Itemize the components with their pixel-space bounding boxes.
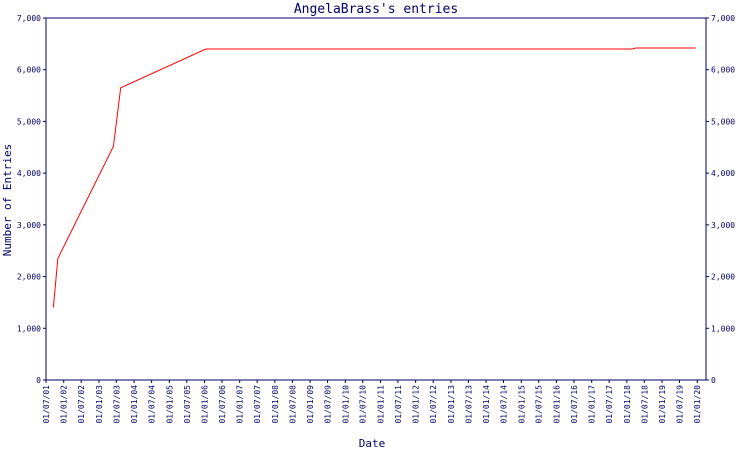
x-tick-label: 01/01/13 <box>447 385 456 424</box>
y2-tick-label: 3,000 <box>711 221 735 230</box>
y-tick-label: 4,000 <box>17 169 41 178</box>
y-tick-label: 5,000 <box>17 117 41 126</box>
x-tick-label: 01/01/15 <box>517 385 526 424</box>
y-axis-label: Number of Entries <box>1 144 14 257</box>
y-tick-label: 0 <box>36 376 41 385</box>
data-line <box>52 47 696 308</box>
x-axis-label: Date <box>359 437 386 450</box>
y-tick-label: 1,000 <box>17 324 41 333</box>
y-tick-label: 6,000 <box>17 66 41 75</box>
x-tick-label: 01/01/18 <box>623 385 632 424</box>
x-tick-label: 01/01/17 <box>588 385 597 424</box>
x-tick-label: 01/07/08 <box>288 385 297 424</box>
x-tick-label: 01/01/09 <box>306 385 315 424</box>
chart-title: AngelaBrass's entries <box>294 2 458 17</box>
y2-tick-label: 0 <box>711 376 716 385</box>
x-tick-label: 01/07/05 <box>183 385 192 424</box>
plot-frame <box>45 17 707 381</box>
x-tick-label: 01/01/11 <box>376 385 385 424</box>
x-tick-label: 01/01/16 <box>552 385 561 424</box>
x-tick-label: 01/01/05 <box>165 385 174 424</box>
x-tick-label: 01/01/06 <box>201 385 210 424</box>
x-tick-label: 01/01/04 <box>130 385 139 424</box>
x-tick-label: 01/01/08 <box>271 385 280 424</box>
x-tick-label: 01/01/07 <box>236 385 245 424</box>
x-tick-label: 01/01/02 <box>60 385 69 424</box>
x-tick-label: 01/07/04 <box>148 385 157 424</box>
x-tick-label: 01/07/01 <box>42 385 51 424</box>
x-tick-label: 01/07/02 <box>77 385 86 424</box>
x-tick-label: 01/07/14 <box>500 385 509 424</box>
x-tick-label: 01/07/11 <box>394 385 403 424</box>
y-tick-label: 7,000 <box>17 14 41 23</box>
y2-tick-label: 7,000 <box>711 14 735 23</box>
x-tick-label: 01/01/03 <box>95 385 104 424</box>
x-tick-label: 01/07/17 <box>605 385 614 424</box>
y2-tick-label: 5,000 <box>711 117 735 126</box>
y2-tick-label: 6,000 <box>711 66 735 75</box>
x-tick-label: 01/07/18 <box>640 385 649 424</box>
x-tick-label: 01/01/20 <box>693 385 702 424</box>
x-tick-label: 01/07/06 <box>218 385 227 424</box>
x-tick-label: 01/07/03 <box>112 385 121 424</box>
x-tick-label: 01/07/12 <box>429 385 438 424</box>
x-tick-label: 01/07/07 <box>253 385 262 424</box>
y-tick-label: 2,000 <box>17 273 41 282</box>
y2-tick-label: 4,000 <box>711 169 735 178</box>
y2-tick-label: 1,000 <box>711 324 735 333</box>
x-tick-label: 01/07/09 <box>324 385 333 424</box>
x-tick-label: 01/01/10 <box>341 385 350 424</box>
y2-tick-label: 2,000 <box>711 273 735 282</box>
x-tick-label: 01/01/12 <box>412 385 421 424</box>
x-tick-label: 01/01/14 <box>482 385 491 424</box>
x-tick-label: 01/07/15 <box>535 385 544 424</box>
x-tick-label: 01/07/19 <box>675 385 684 424</box>
x-tick-label: 01/01/19 <box>658 385 667 424</box>
x-tick-label: 01/07/10 <box>359 385 368 424</box>
x-tick-label: 01/07/16 <box>570 385 579 424</box>
y-tick-label: 3,000 <box>17 221 41 230</box>
x-tick-label: 01/07/13 <box>464 385 473 424</box>
